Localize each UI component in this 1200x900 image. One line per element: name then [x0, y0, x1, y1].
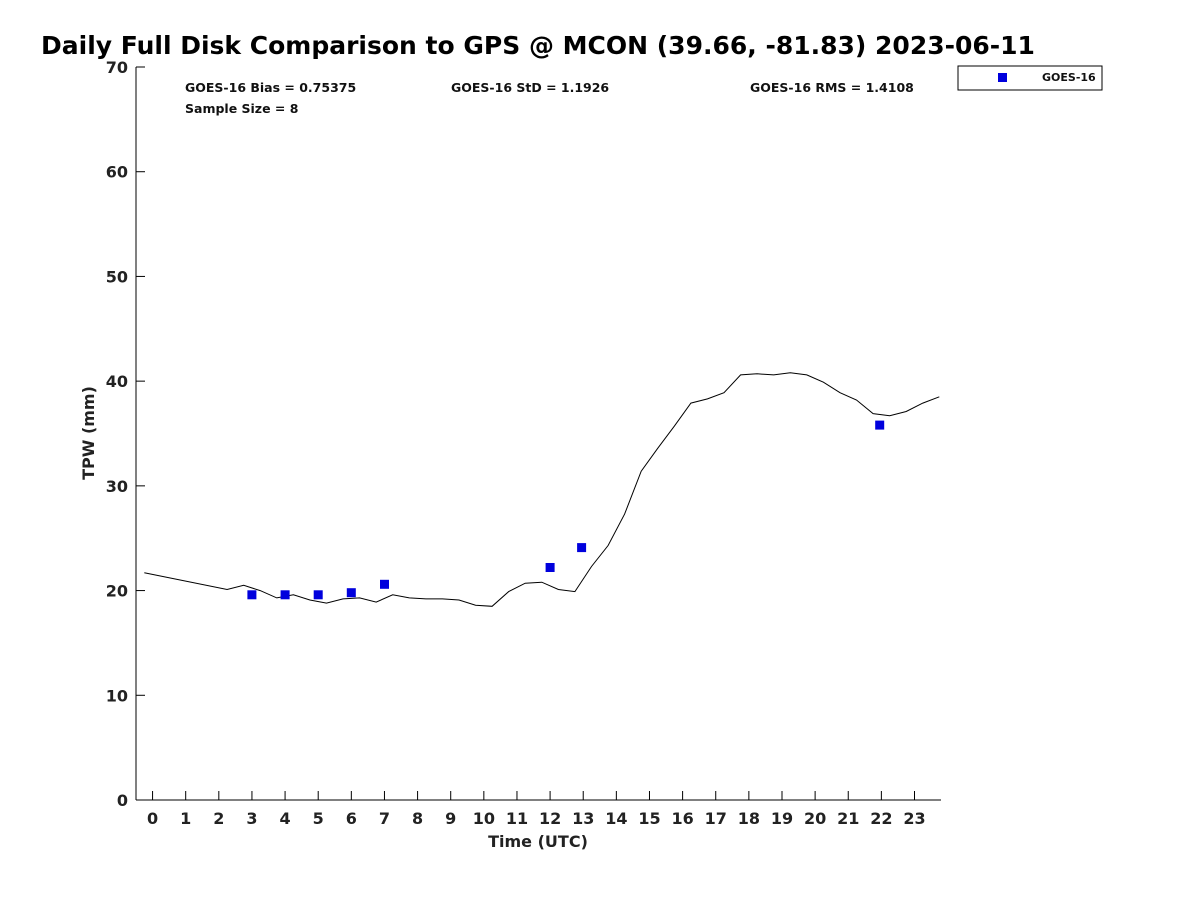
plot-axes — [135, 67, 941, 801]
data-point-goes16 — [875, 420, 885, 430]
x-tick-label: 15 — [638, 809, 660, 828]
x-tick-label: 9 — [445, 809, 456, 828]
stat-std: GOES-16 StD = 1.1926 — [451, 80, 609, 95]
data-point-goes16 — [380, 579, 389, 589]
stat-bias: GOES-16 Bias = 0.75375 — [185, 80, 356, 95]
chart-title: Daily Full Disk Comparison to GPS @ MCON… — [41, 31, 1035, 60]
y-tick-label: 30 — [106, 477, 128, 496]
x-tick-label: 20 — [804, 809, 826, 828]
y-tick-label: 70 — [106, 58, 128, 77]
legend-box — [957, 65, 1103, 91]
x-tick-label: 4 — [280, 809, 291, 828]
stat-rms: GOES-16 RMS = 1.4108 — [750, 80, 914, 95]
data-point-goes16 — [545, 563, 555, 572]
y-tick-label: 20 — [106, 582, 128, 601]
data-point-goes16 — [280, 590, 290, 600]
x-tick-label: 14 — [605, 809, 627, 828]
y-tick-label: 10 — [106, 686, 128, 705]
x-axis-ticks: 0 1 2 3 4 5 6 7 8 9 10 11 12 13 14 15 16 17 18 19 20 21 22 23 — [147, 791, 926, 828]
data-point-goes16 — [313, 590, 323, 600]
x-tick-label: 11 — [506, 809, 528, 828]
x-tick-label: 13 — [572, 809, 594, 828]
y-tick-label: 0 — [117, 791, 128, 810]
x-tick-label: 19 — [771, 809, 793, 828]
x-tick-label: 5 — [313, 809, 324, 828]
x-tick-label: 8 — [412, 809, 423, 828]
y-axis-ticks: 0 10 20 30 40 50 60 70 — [106, 58, 145, 810]
x-tick-label: 6 — [346, 809, 357, 828]
goes16-points — [247, 420, 885, 600]
y-axis-label: TPW (mm) — [79, 386, 98, 480]
x-tick-label: 3 — [246, 809, 257, 828]
x-tick-label: 17 — [705, 809, 727, 828]
stat-sample-size: Sample Size = 8 — [185, 101, 298, 116]
x-tick-label: 2 — [213, 809, 224, 828]
legend-marker-goes16 — [998, 73, 1007, 82]
x-tick-label: 0 — [147, 809, 158, 828]
y-tick-label: 50 — [106, 267, 128, 286]
legend-label-goes16: GOES-16 — [1042, 71, 1096, 84]
x-tick-label: 1 — [180, 809, 191, 828]
x-tick-label: 12 — [539, 809, 561, 828]
data-point-goes16 — [577, 543, 587, 553]
x-tick-label: 16 — [671, 809, 693, 828]
y-tick-label: 40 — [106, 372, 128, 391]
gps-tpw-line — [144, 372, 940, 607]
x-tick-label: 23 — [903, 809, 925, 828]
data-point-goes16 — [247, 590, 257, 600]
x-tick-label: 21 — [837, 809, 859, 828]
y-tick-label: 60 — [106, 163, 128, 182]
x-axis-label: Time (UTC) — [488, 832, 588, 851]
x-tick-label: 18 — [738, 809, 760, 828]
x-tick-label: 7 — [379, 809, 390, 828]
x-tick-label: 22 — [870, 809, 892, 828]
legend: GOES-16 — [957, 65, 1103, 91]
data-point-goes16 — [346, 588, 356, 598]
x-tick-label: 10 — [473, 809, 495, 828]
